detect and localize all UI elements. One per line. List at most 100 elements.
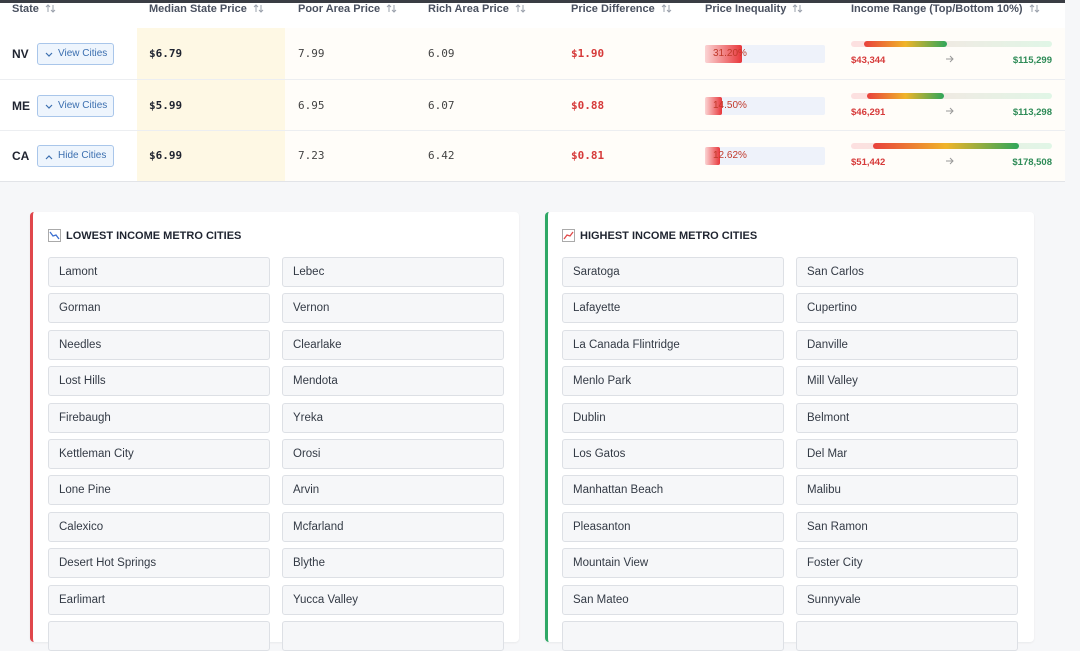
rich-price: 6.09 [428, 47, 455, 60]
city-item[interactable]: Orosi [282, 439, 504, 469]
column-header[interactable]: Rich Area Price [428, 3, 526, 15]
city-item[interactable]: Cupertino [796, 293, 1018, 324]
city-item[interactable]: Yucca Valley [282, 584, 504, 615]
column-header[interactable]: Income Range (Top/Bottom 10%) [851, 3, 1040, 15]
income-bar [867, 93, 945, 99]
median-price: $6.99 [149, 149, 183, 162]
inequality-label: 31.20% [713, 48, 747, 59]
city-item[interactable]: Gorman [48, 293, 270, 324]
city-item[interactable]: Del Mar [796, 439, 1018, 469]
row-divider [0, 130, 1065, 131]
city-item[interactable]: Mcfarland [282, 511, 504, 542]
city-item[interactable]: Lamont [48, 257, 270, 287]
column-header[interactable]: Price Difference [571, 3, 672, 15]
city-item[interactable]: Calexico [48, 511, 270, 542]
city-item[interactable]: Menlo Park [562, 366, 784, 397]
city-item[interactable]: Firebaugh [48, 402, 270, 433]
city-item[interactable]: Arvin [282, 475, 504, 506]
city-item[interactable]: Blythe [282, 548, 504, 579]
income-high: $178,508 [1012, 157, 1052, 168]
city-item[interactable]: Vernon [282, 293, 504, 324]
city-item[interactable]: San Ramon [796, 511, 1018, 542]
city-item [796, 621, 1018, 651]
city-item[interactable]: Needles [48, 329, 270, 360]
city-item[interactable]: Dublin [562, 402, 784, 433]
income-arrow [946, 55, 954, 65]
poor-price: 7.99 [298, 47, 325, 60]
state: ME [12, 99, 30, 113]
row-bg [285, 28, 1065, 181]
income-low: $51,442 [851, 157, 886, 168]
city-item[interactable]: Desert Hot Springs [48, 548, 270, 579]
poor-price: 6.95 [298, 99, 325, 112]
inequality-label: 12.62% [713, 150, 747, 161]
city-item[interactable]: La Canada Flintridge [562, 329, 784, 360]
city-item[interactable]: Clearlake [282, 329, 504, 360]
income-arrow [946, 107, 954, 117]
city-item[interactable]: Kettleman City [48, 439, 270, 469]
table-bottom [0, 181, 1065, 182]
rich-price: 6.42 [428, 149, 455, 162]
city-item[interactable]: Foster City [796, 548, 1018, 579]
city-item[interactable]: Lost Hills [48, 366, 270, 397]
toggle-button[interactable]: View Cities [37, 95, 114, 117]
highlight-column [137, 28, 285, 181]
column-header[interactable]: Poor Area Price [298, 3, 397, 15]
toggle-button[interactable]: Hide Cities [37, 145, 114, 167]
inequality-label: 14.50% [713, 100, 747, 111]
city-item[interactable]: Lone Pine [48, 475, 270, 506]
city-item[interactable]: Pleasanton [562, 511, 784, 542]
city-item[interactable]: Mill Valley [796, 366, 1018, 397]
city-item[interactable]: Saratoga [562, 257, 784, 287]
city-item[interactable]: Sunnyvale [796, 584, 1018, 615]
income-high: $113,298 [1012, 107, 1052, 118]
city-item[interactable]: Belmont [796, 402, 1018, 433]
column-header[interactable]: State [12, 3, 56, 15]
inequality-bar [705, 45, 743, 63]
price-difference: $0.88 [571, 99, 605, 112]
income-bar [863, 41, 947, 47]
city-item [282, 621, 504, 651]
rich-price: 6.07 [428, 99, 455, 112]
price-difference: $0.81 [571, 149, 605, 162]
city-item [48, 621, 270, 651]
city-item[interactable]: Yreka [282, 402, 504, 433]
chart-up-icon [562, 229, 575, 242]
toggle-button[interactable]: View Cities [37, 43, 114, 65]
inequality-bar [705, 97, 723, 115]
column-header[interactable]: Median State Price [149, 3, 264, 15]
city-item[interactable]: Mountain View [562, 548, 784, 579]
city-item [562, 621, 784, 651]
chart-down-icon [48, 229, 61, 242]
city-item[interactable]: Mendota [282, 366, 504, 397]
poor-price: 7.23 [298, 149, 325, 162]
city-item[interactable]: Los Gatos [562, 439, 784, 469]
city-item[interactable]: Lafayette [562, 293, 784, 324]
state: NV [12, 47, 29, 61]
city-item[interactable]: Danville [796, 329, 1018, 360]
price-difference: $1.90 [571, 47, 605, 60]
income-low: $43,344 [851, 55, 886, 66]
income-bar [873, 143, 1020, 149]
city-item[interactable]: San Mateo [562, 584, 784, 615]
city-item[interactable]: San Carlos [796, 257, 1018, 287]
column-header[interactable]: Price Inequality [705, 3, 803, 15]
city-item[interactable]: Earlimart [48, 584, 270, 615]
income-track [851, 41, 1052, 47]
city-item[interactable]: Lebec [282, 257, 504, 287]
inequality-track [705, 147, 825, 165]
panel-title: HIGHEST INCOME METRO CITIES [580, 230, 758, 242]
city-item[interactable]: Manhattan Beach [562, 475, 784, 506]
income-arrow [946, 157, 954, 167]
inequality-bar [705, 147, 721, 165]
median-price: $5.99 [149, 99, 183, 112]
median-price: $6.79 [149, 47, 183, 60]
top-border [0, 0, 1065, 3]
city-item[interactable]: Malibu [796, 475, 1018, 506]
panel-title: LOWEST INCOME METRO CITIES [66, 230, 242, 242]
income-track [851, 93, 1052, 99]
income-low: $46,291 [851, 107, 886, 118]
income-high: $115,299 [1012, 55, 1052, 66]
inequality-track [705, 97, 825, 115]
